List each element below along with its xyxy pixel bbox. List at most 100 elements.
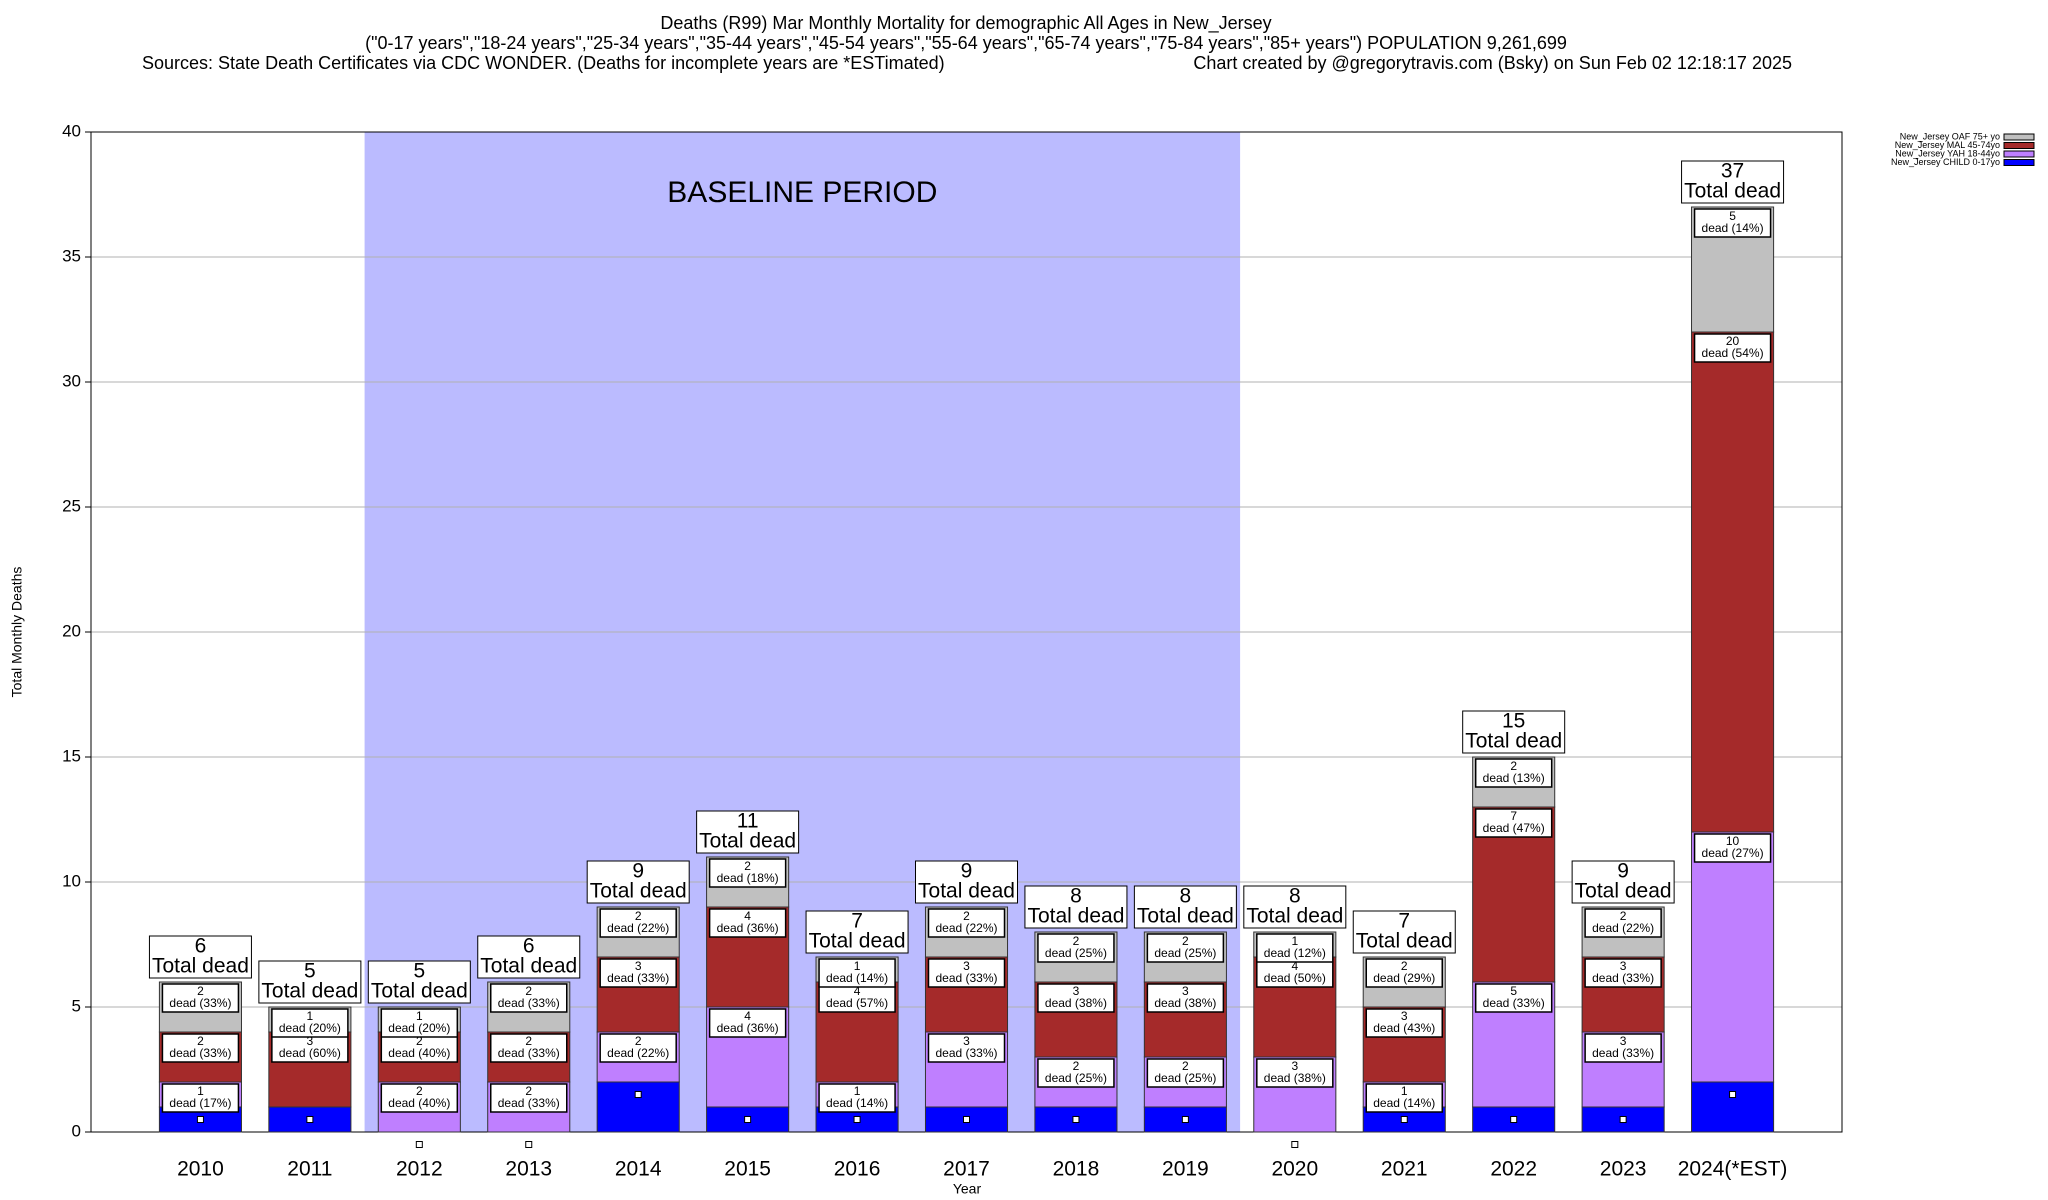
child-marker (1619, 1116, 1627, 1123)
total-box (1352, 910, 1456, 954)
value-label-box (1365, 1083, 1443, 1113)
total-box (1133, 885, 1237, 929)
total-caption: Total dead (809, 930, 906, 953)
value-label-box (818, 958, 896, 988)
bar-segment (1691, 1081, 1775, 1133)
total-label: 9 (961, 860, 973, 883)
child-marker (1291, 1141, 1299, 1148)
x-tick-label: 2014 (615, 1158, 662, 1181)
total-box (1681, 160, 1785, 204)
value-label: 1 (1401, 1084, 1408, 1098)
pct-label: dead (54%) (1702, 346, 1764, 360)
legend-swatch (2003, 142, 2035, 149)
value-label-box (1474, 758, 1553, 788)
pct-label: dead (20%) (388, 1021, 450, 1035)
value-label: 4 (744, 909, 751, 923)
pct-label: dead (29%) (1373, 971, 1435, 985)
total-caption: Total dead (1684, 180, 1781, 203)
chart-title: Deaths (R99) Mar Monthly Mortality for d… (660, 13, 1271, 34)
total-box (148, 935, 252, 979)
total-caption: Total dead (261, 980, 358, 1003)
value-label: 3 (1291, 1059, 1298, 1073)
x-tick-label: 2010 (177, 1158, 224, 1181)
value-label-box (927, 1033, 1006, 1063)
legend-label: New_Jersey CHILD 0-17yo (1891, 157, 2000, 167)
value-label-box (599, 1033, 677, 1063)
value-label: 3 (1401, 1009, 1408, 1023)
value-label-box (490, 1033, 568, 1063)
pct-label: dead (60%) (279, 1046, 341, 1060)
child-marker (196, 1116, 204, 1123)
value-label-box (1146, 983, 1225, 1013)
total-box (367, 960, 471, 1004)
value-label: 20 (1726, 334, 1740, 348)
value-label: 2 (1182, 934, 1189, 948)
child-marker (744, 1116, 752, 1123)
x-tick-label: 2015 (724, 1158, 771, 1181)
pct-label: dead (33%) (1592, 1046, 1654, 1060)
total-caption: Total dead (480, 955, 577, 978)
value-label-box (271, 1008, 349, 1038)
value-label: 2 (525, 1034, 532, 1048)
total-caption: Total dead (918, 880, 1015, 903)
total-label: 11 (737, 810, 759, 833)
x-tick-label: 2024(*EST) (1678, 1158, 1788, 1181)
bar-segment (1691, 331, 1775, 833)
value-label-box (708, 908, 787, 938)
value-label: 10 (1726, 834, 1740, 848)
total-label: 8 (1180, 885, 1192, 908)
pct-label: dead (33%) (935, 1046, 997, 1060)
legend-swatch (2003, 150, 2035, 158)
value-label: 2 (525, 984, 532, 998)
x-tick-label: 2023 (1600, 1158, 1647, 1181)
total-label: 9 (1617, 860, 1629, 883)
child-marker (634, 1091, 642, 1098)
x-tick-label: 2019 (1162, 1158, 1209, 1181)
child-marker (415, 1141, 423, 1148)
value-label-box (599, 908, 677, 938)
value-label-box (1693, 833, 1772, 863)
pct-label: dead (20%) (279, 1021, 341, 1035)
bar-segment (706, 1106, 790, 1133)
value-label-box (927, 958, 1006, 988)
value-label: 3 (635, 959, 642, 973)
bar-segment (924, 1106, 1009, 1133)
pct-label: dead (14%) (1373, 1096, 1435, 1110)
value-label: 3 (963, 1034, 970, 1048)
pct-label: dead (18%) (717, 871, 779, 885)
value-label: 4 (1291, 959, 1298, 973)
pct-label: dead (33%) (1483, 996, 1545, 1010)
x-tick-label: 2018 (1053, 1158, 1100, 1181)
total-label: 5 (304, 960, 316, 983)
total-box (477, 935, 581, 979)
baseline-label: BASELINE PERIOD (667, 176, 937, 209)
pct-label: dead (25%) (1154, 1071, 1216, 1085)
value-label: 1 (197, 1084, 204, 1098)
value-label-box (161, 983, 240, 1013)
child-marker (1729, 1091, 1737, 1098)
pct-label: dead (14%) (826, 1096, 888, 1110)
pct-label: dead (43%) (1373, 1021, 1435, 1035)
pct-label: dead (38%) (1264, 1071, 1326, 1085)
child-marker (1072, 1116, 1080, 1123)
pct-label: dead (33%) (935, 971, 997, 985)
pct-label: dead (57%) (826, 996, 888, 1010)
total-label: 6 (195, 935, 207, 958)
pct-label: dead (33%) (1592, 971, 1654, 985)
pct-label: dead (33%) (169, 1046, 231, 1060)
value-label: 2 (635, 1034, 642, 1048)
value-label: 2 (1401, 959, 1408, 973)
value-label: 2 (635, 909, 642, 923)
x-axis-label: Year (953, 1181, 982, 1197)
y-tick-label: 30 (62, 371, 81, 390)
value-label-box (927, 908, 1006, 938)
value-label-box (380, 1083, 459, 1113)
pct-label: dead (33%) (498, 1046, 560, 1060)
value-label-box (818, 1083, 896, 1113)
value-label-box (1474, 983, 1553, 1013)
total-box (1243, 885, 1347, 929)
legend-label: New_Jersey YAH 18-44yo (1895, 148, 2000, 158)
bar-segment (596, 1081, 680, 1133)
value-label-box (1474, 808, 1553, 838)
